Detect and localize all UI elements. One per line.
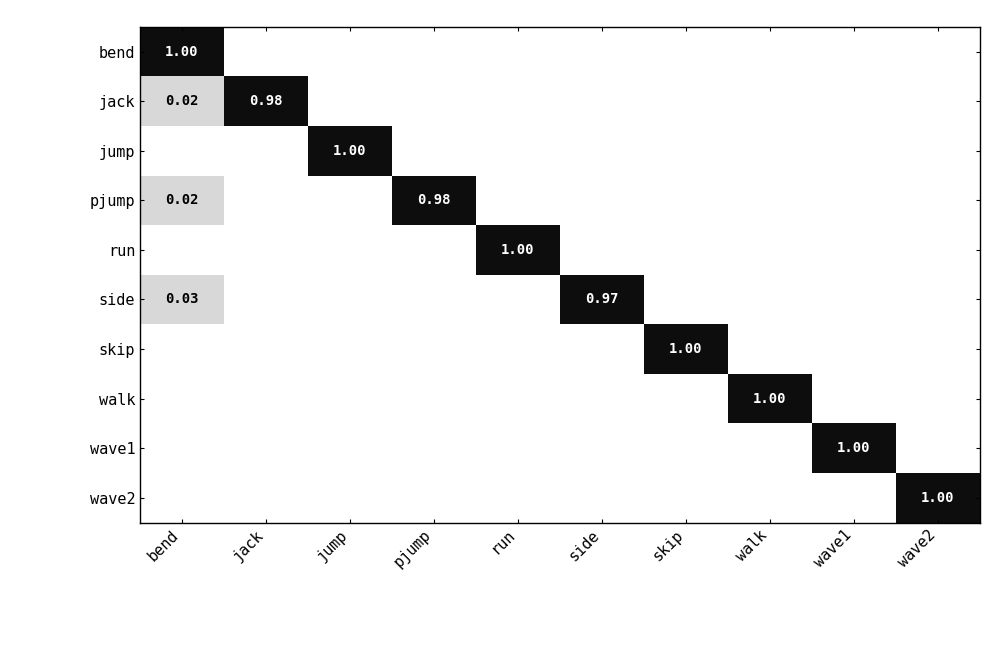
Text: 1.00: 1.00	[921, 491, 955, 505]
Bar	[140, 275, 224, 324]
Text: 0.97: 0.97	[585, 293, 619, 306]
Bar	[728, 374, 812, 423]
Bar	[812, 423, 896, 473]
Bar	[308, 126, 392, 176]
Bar	[392, 176, 476, 225]
Bar	[140, 76, 224, 126]
Text: 0.98: 0.98	[417, 194, 451, 207]
Bar	[140, 27, 224, 76]
Text: 0.02: 0.02	[165, 194, 199, 207]
Bar	[476, 225, 560, 275]
Text: 1.00: 1.00	[669, 342, 703, 356]
Bar	[560, 275, 644, 324]
Text: 1.00: 1.00	[753, 392, 787, 405]
Bar	[140, 176, 224, 225]
Text: 0.02: 0.02	[165, 94, 199, 108]
Text: 1.00: 1.00	[837, 442, 871, 455]
Bar	[224, 76, 308, 126]
Text: 0.03: 0.03	[165, 293, 199, 306]
Text: 1.00: 1.00	[333, 144, 367, 157]
Text: 1.00: 1.00	[501, 243, 535, 257]
Bar	[896, 473, 980, 523]
Bar	[644, 324, 728, 374]
Text: 1.00: 1.00	[165, 45, 199, 58]
Text: 0.98: 0.98	[249, 94, 283, 108]
